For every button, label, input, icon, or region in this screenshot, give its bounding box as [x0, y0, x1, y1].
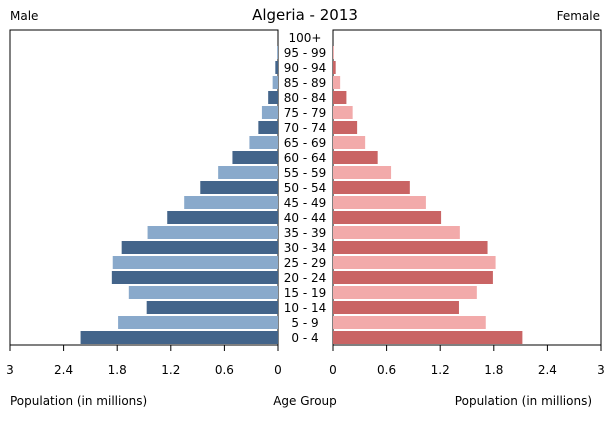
female-bar-40-44	[333, 211, 442, 224]
female-bar-35-39	[333, 226, 460, 239]
female-axis-title: Population (in millions)	[455, 394, 592, 408]
age-group-label: 100+	[289, 31, 322, 45]
age-group-label: 70 - 74	[284, 121, 327, 135]
female-bar-75-79	[333, 106, 353, 119]
male-bar-40-44	[167, 211, 278, 224]
male-bar-35-39	[147, 226, 278, 239]
age-group-label: 45 - 49	[284, 196, 327, 210]
male-bar-5-9	[118, 316, 278, 329]
female-label: Female	[557, 9, 600, 23]
female-tick-label: 0.6	[377, 363, 396, 377]
female-bar-95-99	[333, 46, 334, 59]
male-tick-label: 1.2	[161, 363, 180, 377]
age-group-label: 85 - 89	[284, 76, 327, 90]
female-tick-label: 0	[329, 363, 337, 377]
female-tick-label: 1.8	[484, 363, 503, 377]
female-bar-45-49	[333, 196, 426, 209]
female-bar-80-84	[333, 91, 347, 104]
female-axis-ticks: 3 2.4 1.8 1.2 0.6 0	[329, 345, 605, 377]
female-tick-label: 1.2	[431, 363, 450, 377]
male-bar-15-19	[128, 286, 278, 299]
male-bar-50-54	[200, 181, 278, 194]
age-group-label: 30 - 34	[284, 241, 327, 255]
age-group-label: 10 - 14	[284, 301, 327, 315]
male-bar-10-14	[146, 301, 278, 314]
male-label: Male	[10, 9, 38, 23]
female-bar-85-89	[333, 76, 341, 89]
male-bar-55-59	[218, 166, 278, 179]
age-group-label: 0 - 4	[291, 331, 318, 345]
male-bar-80-84	[268, 91, 278, 104]
female-bar-65-69	[333, 136, 366, 149]
male-bar-25-29	[112, 256, 278, 269]
male-bar-30-34	[121, 241, 278, 254]
male-bar-45-49	[184, 196, 278, 209]
age-group-label: 90 - 94	[284, 61, 327, 75]
male-axis-ticks: 3 2.4 1.8 1.2 0.6 0	[6, 345, 282, 377]
age-group-label: 75 - 79	[284, 106, 327, 120]
male-bar-65-69	[249, 136, 278, 149]
female-tick-label: 2.4	[538, 363, 557, 377]
age-group-label: 65 - 69	[284, 136, 327, 150]
male-bar-95-99	[277, 46, 278, 59]
age-group-label: 60 - 64	[284, 151, 327, 165]
age-group-label: 80 - 84	[284, 91, 327, 105]
age-group-label: 40 - 44	[284, 211, 327, 225]
female-bar-50-54	[333, 181, 410, 194]
chart-title: Algeria - 2013	[252, 6, 358, 24]
male-bars	[80, 46, 278, 344]
female-bar-90-94	[333, 61, 336, 74]
age-group-label: 5 - 9	[291, 316, 318, 330]
male-tick-label: 3	[6, 363, 14, 377]
male-axis-title: Population (in millions)	[10, 394, 147, 408]
male-bar-60-64	[232, 151, 278, 164]
female-bar-55-59	[333, 166, 392, 179]
age-group-label: 35 - 39	[284, 226, 327, 240]
male-bar-70-74	[258, 121, 278, 134]
female-bar-5-9	[333, 316, 486, 329]
male-bar-85-89	[272, 76, 278, 89]
age-group-label: 50 - 54	[284, 181, 327, 195]
age-group-label: 95 - 99	[284, 46, 327, 60]
female-bar-10-14	[333, 301, 459, 314]
female-bar-0-4	[333, 331, 523, 344]
age-group-label: 20 - 24	[284, 271, 327, 285]
age-group-axis-title: Age Group	[273, 394, 337, 408]
age-group-label: 25 - 29	[284, 256, 327, 270]
female-bar-20-24	[333, 271, 493, 284]
female-bar-70-74	[333, 121, 358, 134]
female-tick-label: 3	[597, 363, 605, 377]
female-bars	[333, 46, 523, 344]
female-bar-60-64	[333, 151, 378, 164]
male-bar-0-4	[80, 331, 278, 344]
age-group-label: 15 - 19	[284, 286, 327, 300]
female-bar-25-29	[333, 256, 496, 269]
male-tick-label: 2.4	[54, 363, 73, 377]
male-tick-label: 1.8	[108, 363, 127, 377]
male-tick-label: 0	[274, 363, 282, 377]
female-bar-15-19	[333, 286, 477, 299]
age-group-label: 55 - 59	[284, 166, 327, 180]
male-bar-20-24	[111, 271, 278, 284]
female-bar-30-34	[333, 241, 488, 254]
male-bar-90-94	[275, 61, 278, 74]
male-tick-label: 0.6	[215, 363, 234, 377]
male-bar-75-79	[261, 106, 278, 119]
